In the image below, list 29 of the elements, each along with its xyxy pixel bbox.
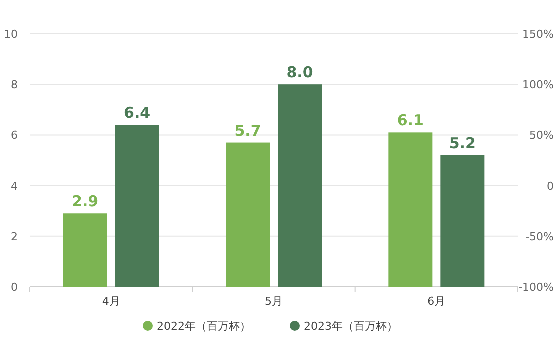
y-tick-label: 10 [4,28,18,41]
y-tick-label: 0 [11,281,18,294]
data-label: 5.2 [449,134,476,152]
data-label: 8.0 [286,64,314,82]
y-tick-label: 6 [11,129,18,142]
bar [440,155,485,287]
bar [115,125,160,287]
y-tick-label: 2 [11,230,18,244]
y2-tick-label: 50% [530,129,554,142]
x-tick-label: 5月 [265,295,283,308]
data-label: 2.9 [72,192,99,211]
y-tick-label: 4 [11,180,18,193]
y2-tick-label: -100% [518,281,554,294]
bar [226,142,270,287]
bar [63,214,108,287]
y2-tick-label: 0 [547,180,554,193]
y2-tick-label: 100% [522,78,554,92]
data-label: 6.1 [397,112,424,130]
y-tick-label: 8 [11,78,18,92]
x-tick-label: 6月 [428,295,446,308]
data-label: 5.7 [234,122,262,140]
bar [278,84,322,287]
legend-label: 2023年（百万杯） [304,320,398,333]
y2-tick-label: 150% [522,28,554,41]
bar [388,132,433,287]
y2-tick-label: -50% [526,230,554,244]
data-label: 6.4 [124,104,151,122]
x-tick-label: 4月 [102,295,120,308]
legend-label: 2022年（百万杯） [157,320,251,333]
